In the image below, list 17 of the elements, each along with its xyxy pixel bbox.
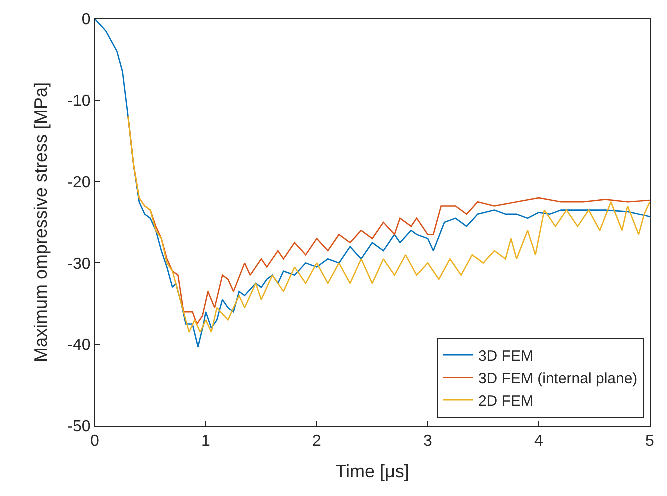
y-axis-title: Maximum ompressive stress [MPa]	[30, 82, 51, 363]
x-tick-label: 4	[534, 433, 544, 450]
legend-label: 2D FEM	[478, 392, 534, 410]
line-series	[95, 19, 650, 348]
x-tick-label: 3	[424, 433, 433, 450]
x-axis-title: Time [μs]	[336, 461, 410, 482]
x-tick-label: 5	[646, 433, 655, 450]
legend-label: 3D FEM (internal plane)	[478, 370, 638, 388]
x-tick-label: 1	[202, 433, 211, 450]
legend-label: 3D FEM	[478, 348, 534, 365]
y-tick-label: -10	[68, 93, 91, 110]
y-tick-label: -30	[68, 256, 91, 273]
x-tick-label: 2	[312, 433, 322, 450]
y-tick-label: -40	[68, 337, 91, 354]
y-tick-label: -20	[68, 174, 91, 192]
y-tick-label: -50	[68, 418, 91, 436]
y-tick-label: 0	[82, 12, 91, 29]
